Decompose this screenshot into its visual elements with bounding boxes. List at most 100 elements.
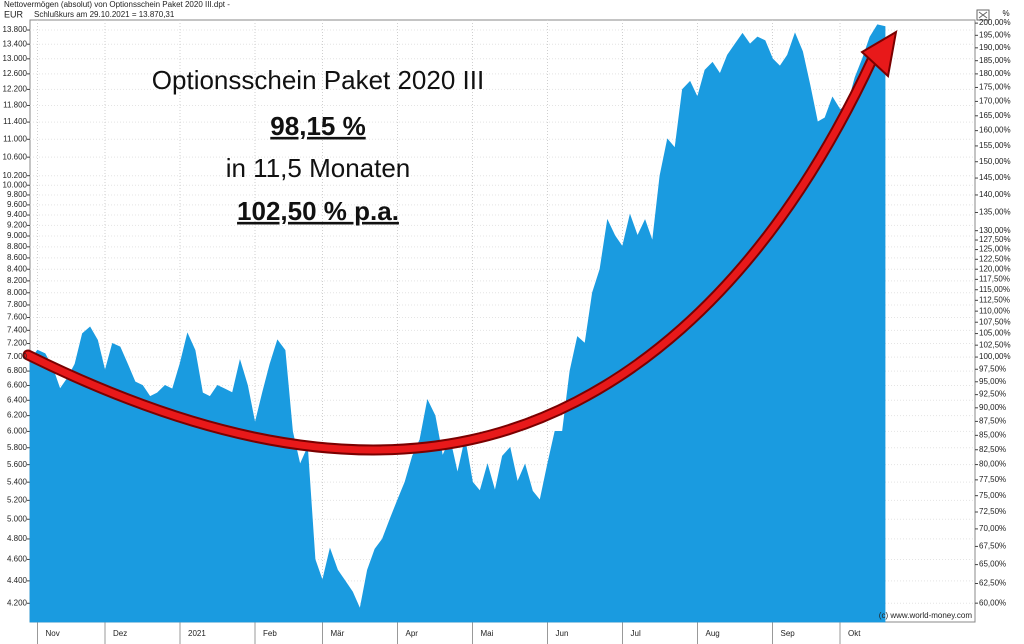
y2-tick-label: 145,00% [979,173,1011,182]
y2-tick-label: 60,00% [979,598,1006,607]
y-tick-label: 6.000 [7,427,28,436]
y2-tick-label: 110,00% [979,306,1010,315]
y2-tick-label: 102,50% [979,340,1011,349]
y2-tick-label: 90,00% [979,403,1006,412]
arrow-body [24,56,876,454]
y-tick-label: 6.800 [7,366,28,375]
y2-tick-label: 80,00% [979,460,1006,469]
y2-tick-label: 115,00% [979,285,1010,294]
y-tick-label: 4.600 [7,555,28,564]
left-unit: EUR [4,9,24,19]
annotation: 102,50 % p.a. [237,196,399,226]
y-tick-label: 9.400 [7,210,28,219]
y2-tick-label: 100,00% [979,352,1011,361]
y2-tick-label: 140,00% [979,190,1011,199]
y-tick-label: 12.600 [3,69,28,78]
y2-tick-label: 85,00% [979,430,1006,439]
y2-tick-label: 92,50% [979,390,1006,399]
annotation: 98,15 % [270,111,365,141]
y-tick-label: 7.800 [7,300,28,309]
y2-tick-label: 97,50% [979,364,1006,373]
y-tick-label: 9.800 [7,190,28,199]
marks [29,24,886,623]
y-tick-label: 7.000 [7,352,28,361]
y2-tick-label: 190,00% [979,43,1011,52]
y-tick-label: 8.800 [7,242,28,251]
y2-tick-label: 87,50% [979,417,1006,426]
y-tick-label: 11.000 [3,134,27,143]
y-tick-label: 5.600 [7,460,28,469]
x-tick-label: Okt [848,629,861,638]
y2-tick-label: 70,00% [979,524,1006,533]
right-unit: % [1002,9,1009,18]
y2-tick-label: 130,00% [979,226,1011,235]
y2-tick-label: 170,00% [979,97,1011,106]
annotation: in 11,5 Monaten [226,153,411,183]
footer: (c) www.world-money.com [879,611,973,620]
y2-tick-label: 62,50% [979,579,1006,588]
window-button-icon [978,11,988,19]
y-tick-label: 4.800 [7,534,28,543]
y-tick-label: 8.000 [7,288,28,297]
y-tick-label: 10.200 [3,171,28,180]
y2-tick-label: 67,50% [979,542,1006,551]
y2-tick-label: 127,50% [979,235,1011,244]
y-tick-label: 12.200 [3,85,28,94]
y-tick-label: 7.200 [7,339,28,348]
y2-tick-label: 185,00% [979,56,1011,65]
y2-tick-label: 107,50% [979,317,1011,326]
y-tick-label: 9.200 [7,221,28,230]
y2-tick-label: 95,00% [979,377,1006,386]
y-tick-label: 8.400 [7,264,28,273]
y-tick-label: 13.800 [3,25,28,34]
y-tick-label: 13.400 [3,39,28,48]
y2-tick-label: 125,00% [979,245,1011,254]
x-tick-label: Mär [331,629,345,638]
y2-tick-label: 155,00% [979,141,1011,150]
y-tick-label: 6.400 [7,395,28,404]
y-tick-label: 11.800 [3,101,27,110]
x-tick-label: Feb [263,629,277,638]
y2-tick-label: 175,00% [979,83,1011,92]
y-tick-label: 5.400 [7,477,28,486]
x-tick-label: Apr [406,629,419,638]
y-tick-label: 9.000 [7,231,28,240]
y2-tick-label: 150,00% [979,157,1011,166]
y-tick-label: 5.800 [7,443,28,452]
x-tick-label: Sep [781,629,796,638]
close-info: Schlußkurs am 29.10.2021 = 13.870,31 [34,10,175,19]
y2-tick-label: 75,00% [979,491,1006,500]
y2-tick-label: 72,50% [979,507,1006,516]
y2-tick-label: 82,50% [979,445,1006,454]
y2-tick-label: 122,50% [979,254,1011,263]
trend-arrow [22,30,898,456]
x-tick-label: Dez [113,629,127,638]
x-tick-label: 2021 [188,629,206,638]
y-tick-label: 4.400 [7,576,28,585]
y-tick-label: 9.600 [7,200,28,209]
y-tick-label: 5.000 [7,514,28,523]
y-tick-label: 5.200 [7,495,28,504]
y-tick-label: 6.200 [7,411,28,420]
x-tick-label: Jul [631,629,641,638]
y2-tick-label: 117,50% [979,274,1010,283]
y-tick-label: 7.400 [7,325,28,334]
y-tick-label: 8.200 [7,276,28,285]
x-tick-label: Nov [46,629,60,638]
header-line: Nettovermögen (absolut) von Optionsschei… [4,0,230,9]
y2-tick-label: 112,50% [979,295,1010,304]
x-tick-label: Jun [556,629,569,638]
y2-tick-label: 105,00% [979,329,1011,338]
y2-tick-label: 160,00% [979,126,1011,135]
y2-tick-label: 195,00% [979,30,1011,39]
y-tick-label: 6.600 [7,381,28,390]
y-tick-label: 8.600 [7,253,28,262]
y2-tick-label: 65,00% [979,560,1006,569]
y-tick-label: 11.400 [3,117,27,126]
x-tick-label: Aug [706,629,720,638]
y-tick-label: 10.600 [3,152,28,161]
y2-tick-label: 120,00% [979,264,1011,273]
y-tick-label: 13.000 [3,54,28,63]
y-tick-label: 7.600 [7,313,28,322]
